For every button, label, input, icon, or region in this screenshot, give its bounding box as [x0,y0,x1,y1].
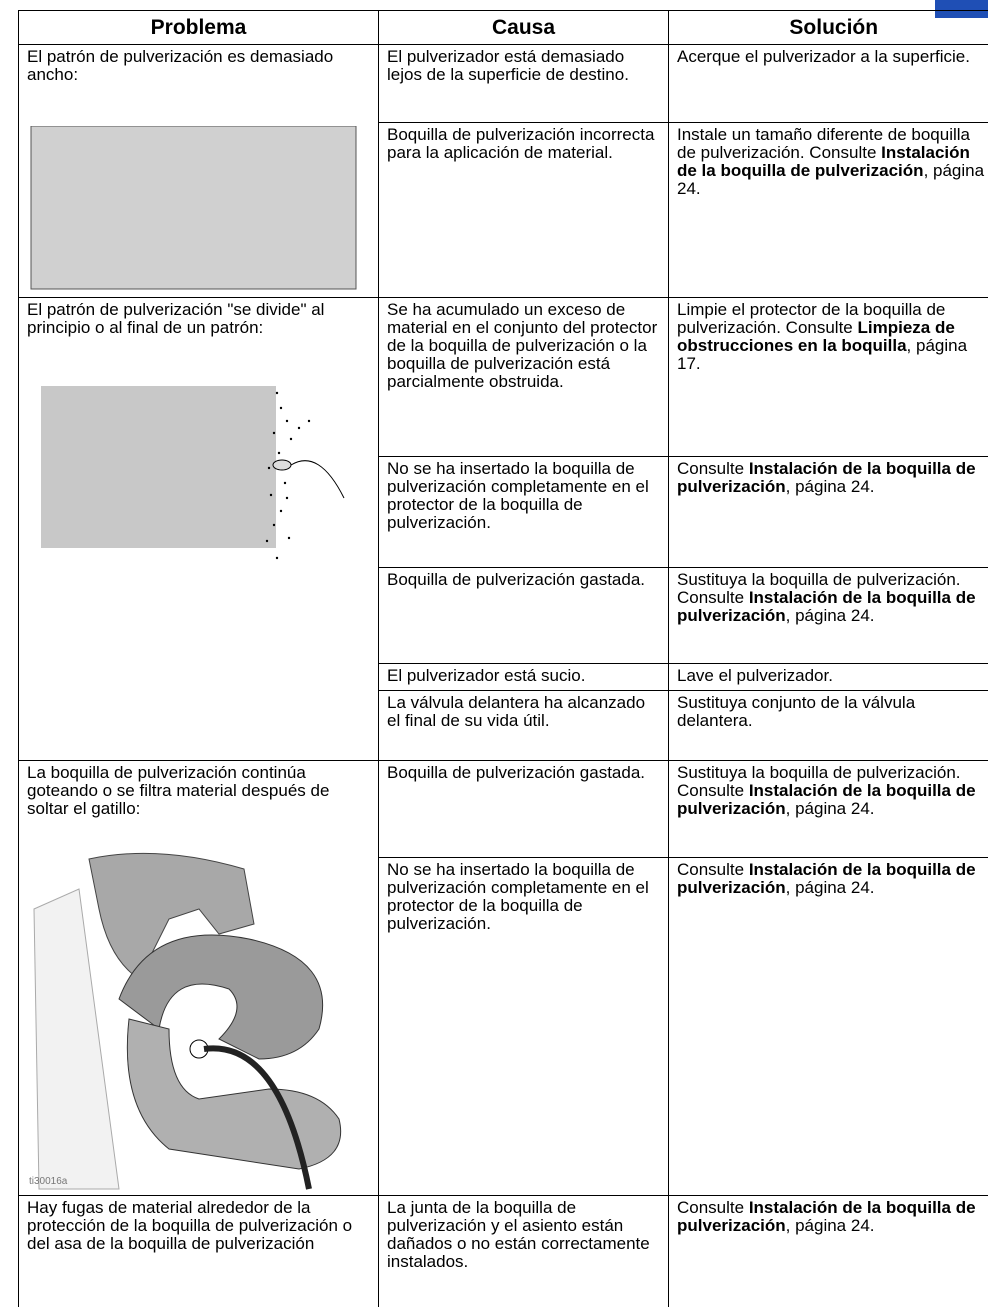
solution: Sustituya la boquilla de pulverización. … [669,761,988,858]
cause: Boquilla de pulverización gastada. [379,761,669,858]
illustration [19,126,379,296]
solution-text: , página 24. [786,477,875,496]
solution-text: Sustituya conjunto de la válvula delante… [677,693,915,730]
solution: Lave el pulverizador. [669,664,988,691]
cause: El pulverizador está demasiado lejos de … [379,45,669,123]
problem: El patrón de pulverización es demasiado … [19,45,379,298]
solution: Sustituya conjunto de la válvula delante… [669,691,988,761]
header: Problema [19,11,379,45]
solution-text: Consulte [677,860,749,879]
solution: Consulte Instalación de la boquilla de p… [669,1196,988,1307]
cause: La válvula delantera ha alcanzado el fin… [379,691,669,761]
image-label: ti30016a [29,1176,68,1187]
cause: Boquilla de pulverización incorrecta par… [379,123,669,298]
cause: Boquilla de pulverización gastada. [379,568,669,664]
solution: Acerque el pulverizador a la superficie. [669,45,988,123]
solution: Consulte Instalación de la boquilla de p… [669,858,988,1196]
solution: Instale un tamaño diferente de boquilla … [669,123,988,298]
cause: No se ha insertado la boquilla de pulver… [379,457,669,568]
solution: Limpie el protector de la boquilla de pu… [669,298,988,457]
solution-text: Lave el pulverizador. [677,666,833,685]
solution-text: , página 24. [786,1216,875,1235]
solution-text: , página 24. [786,799,875,818]
solution-text: , página 24. [786,606,875,625]
problem-text: El patrón de pulverización "se divide" a… [27,300,324,337]
problem: El patrón de pulverización "se divide" a… [19,298,379,761]
cause: No se ha insertado la boquilla de pulver… [379,858,669,1196]
cause: La junta de la boquilla de pulverización… [379,1196,669,1307]
solution-text: Acerque el pulverizador a la superficie. [677,47,970,66]
solution-text: Consulte [677,459,749,478]
problem-text: La boquilla de pulverización continúa go… [27,763,329,818]
cause: Se ha acumulado un exceso de material en… [379,298,669,457]
problem-text: El patrón de pulverización es demasiado … [27,47,333,84]
solution: Consulte Instalación de la boquilla de p… [669,457,988,568]
solution-text: , página 24. [786,878,875,897]
header: Causa [379,11,669,45]
solution: Sustituya la boquilla de pulverización. … [669,568,988,664]
cause: El pulverizador está sucio. [379,664,669,691]
header: Solución [669,11,988,45]
illustration: ti30016a [19,849,379,1194]
problem: La boquilla de pulverización continúa go… [19,761,379,1196]
solution-text: Consulte [677,1198,749,1217]
illustration [19,373,379,573]
problem: Hay fugas de material alrededor de la pr… [19,1196,379,1307]
